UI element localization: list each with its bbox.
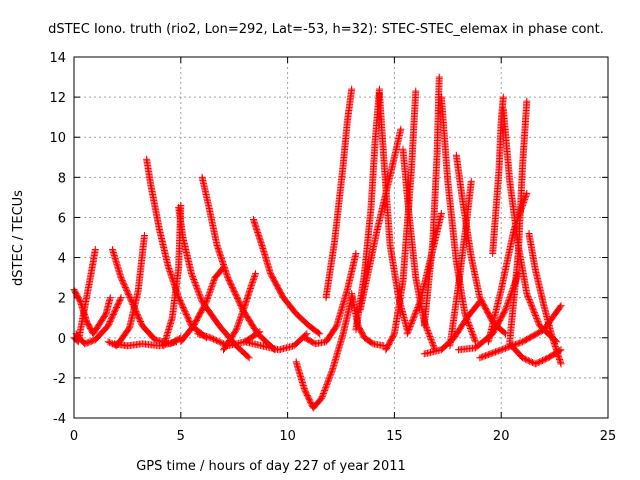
y-axis-title: dSTEC / TECUs	[11, 190, 26, 286]
series-21	[356, 125, 405, 314]
y-tick-label: 14	[49, 51, 66, 66]
series-2	[72, 294, 125, 348]
y-tick-label: 2	[58, 292, 66, 307]
series-16	[301, 250, 360, 348]
series-35	[525, 229, 565, 368]
series-13	[249, 215, 324, 338]
y-tick-label: 12	[49, 91, 66, 106]
y-tick-label: 6	[58, 211, 66, 226]
x-tick-label: 15	[386, 429, 403, 444]
y-tick-label: -4	[53, 412, 66, 427]
series-3	[108, 246, 185, 348]
x-tick-label: 20	[493, 429, 510, 444]
series-12	[220, 270, 260, 354]
series-34	[506, 97, 531, 346]
series-9	[177, 264, 228, 346]
y-tick-label: 4	[58, 252, 66, 267]
y-tick-label: -2	[53, 372, 66, 387]
series-0	[70, 286, 114, 338]
series-31	[489, 93, 507, 258]
series-14	[241, 330, 311, 354]
series-15	[292, 294, 356, 412]
chart-title: dSTEC Iono. truth (rio2, Lon=292, Lat=-5…	[48, 22, 604, 37]
series-25	[420, 73, 443, 330]
y-tick-label: 10	[49, 131, 66, 146]
y-tick-label: 0	[58, 332, 66, 347]
x-tick-label: 5	[177, 429, 185, 444]
series-11	[194, 328, 264, 350]
plot-frame	[73, 56, 609, 419]
x-axis-title: GPS time / hours of day 227 of year 2011	[136, 459, 406, 474]
series-7	[160, 201, 185, 350]
series-37	[476, 302, 565, 362]
x-tick-label: 0	[70, 429, 78, 444]
series-33	[484, 189, 531, 346]
data-marks	[70, 73, 565, 412]
series-36	[506, 340, 565, 368]
y-tick-label: 8	[58, 171, 66, 186]
x-tick-label: 25	[600, 429, 617, 444]
series-17	[322, 85, 356, 302]
x-tick-label: 10	[279, 429, 296, 444]
series-29	[446, 177, 475, 350]
axis-ticks: 0 5 10 15 20 25 -4 -2 0 2 4 6 8 10 12 14	[49, 51, 616, 444]
